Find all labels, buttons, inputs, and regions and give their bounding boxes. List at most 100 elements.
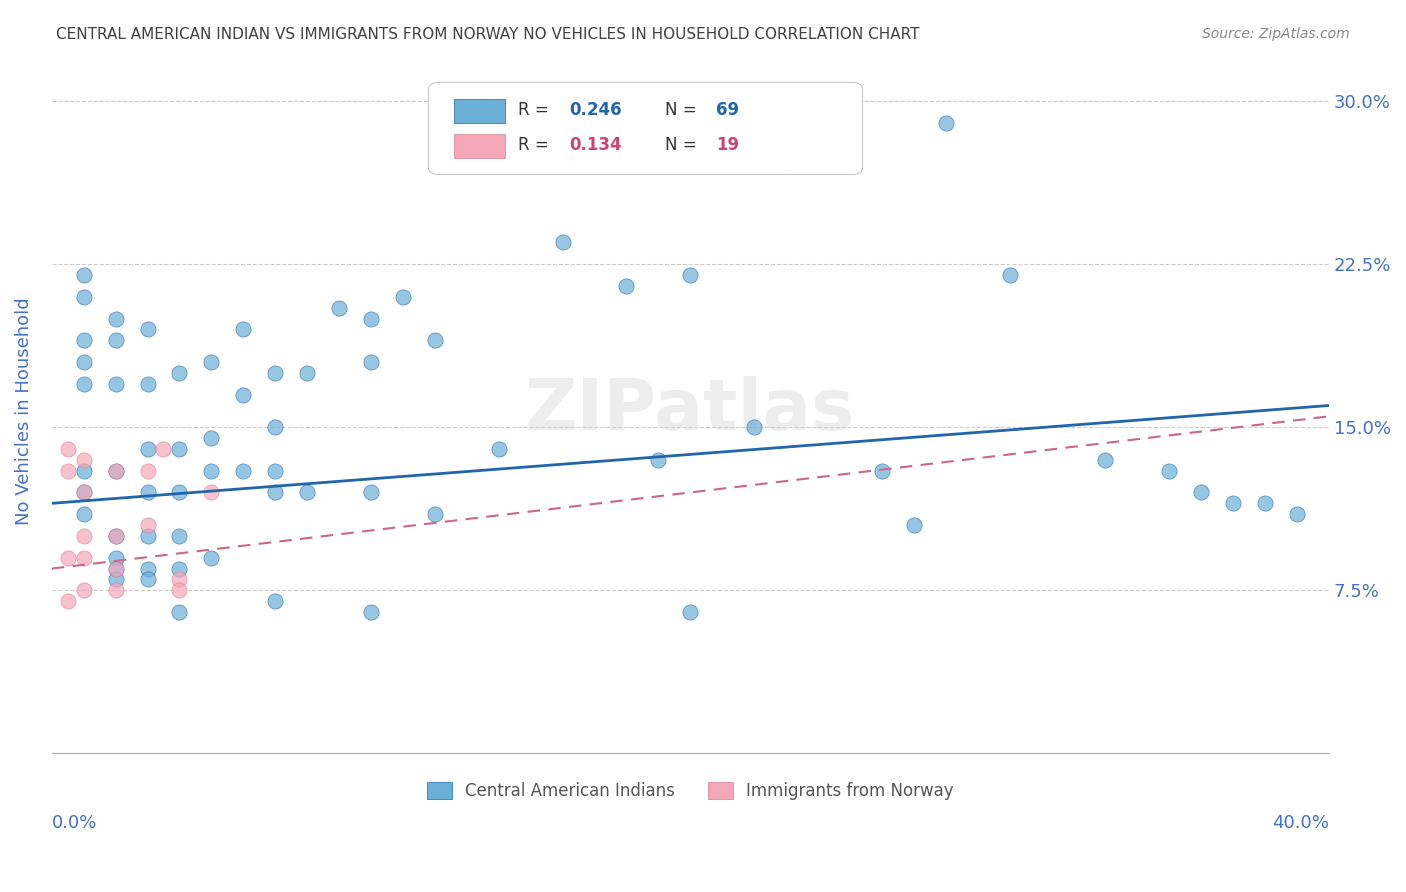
Point <box>136 529 159 543</box>
Point <box>73 333 96 347</box>
FancyBboxPatch shape <box>429 82 863 175</box>
Point <box>73 485 96 500</box>
Point <box>1094 453 1116 467</box>
Point <box>1285 507 1308 521</box>
Point <box>295 366 318 380</box>
Text: R =: R = <box>517 136 554 154</box>
Point <box>152 442 174 456</box>
Point <box>104 561 127 575</box>
Point <box>136 464 159 478</box>
Point <box>73 376 96 391</box>
Point <box>169 485 191 500</box>
Point <box>328 301 350 315</box>
Point <box>264 366 287 380</box>
Point <box>360 355 382 369</box>
Point <box>169 605 191 619</box>
Point <box>56 550 79 565</box>
Point <box>136 442 159 456</box>
Point <box>264 420 287 434</box>
Point <box>73 290 96 304</box>
Point <box>232 387 254 401</box>
Point <box>775 159 797 173</box>
Point <box>200 431 222 445</box>
Point <box>360 605 382 619</box>
Point <box>998 268 1021 282</box>
Text: 0.134: 0.134 <box>569 136 621 154</box>
Point <box>360 311 382 326</box>
Point <box>1222 496 1244 510</box>
Point <box>136 376 159 391</box>
Point <box>551 235 574 250</box>
Point <box>616 279 638 293</box>
Point <box>73 507 96 521</box>
Text: ZIPatlas: ZIPatlas <box>526 376 855 445</box>
Text: CENTRAL AMERICAN INDIAN VS IMMIGRANTS FROM NORWAY NO VEHICLES IN HOUSEHOLD CORRE: CENTRAL AMERICAN INDIAN VS IMMIGRANTS FR… <box>56 27 920 42</box>
Point <box>488 442 510 456</box>
Point <box>935 116 957 130</box>
Point <box>73 268 96 282</box>
Text: 0.246: 0.246 <box>569 101 621 119</box>
Point <box>104 573 127 587</box>
Point <box>73 453 96 467</box>
Point <box>104 550 127 565</box>
Point <box>232 464 254 478</box>
Point <box>104 464 127 478</box>
Text: 40.0%: 40.0% <box>1272 814 1329 832</box>
Point <box>742 420 765 434</box>
Point <box>232 322 254 336</box>
Point <box>104 311 127 326</box>
Legend: Central American Indians, Immigrants from Norway: Central American Indians, Immigrants fro… <box>420 775 960 806</box>
FancyBboxPatch shape <box>454 134 505 158</box>
Point <box>104 583 127 598</box>
Point <box>73 529 96 543</box>
Text: 0.0%: 0.0% <box>52 814 97 832</box>
Text: 69: 69 <box>716 101 740 119</box>
Point <box>392 290 415 304</box>
Point <box>264 594 287 608</box>
Point <box>136 518 159 533</box>
Point <box>73 550 96 565</box>
Point <box>200 464 222 478</box>
Point <box>423 333 446 347</box>
Point <box>200 355 222 369</box>
Text: R =: R = <box>517 101 554 119</box>
Point <box>647 453 669 467</box>
Point <box>169 573 191 587</box>
Point <box>56 464 79 478</box>
Point <box>73 583 96 598</box>
Point <box>73 355 96 369</box>
Point <box>679 605 702 619</box>
Point <box>200 485 222 500</box>
Point <box>264 485 287 500</box>
Point <box>264 464 287 478</box>
Point <box>679 268 702 282</box>
Point <box>56 442 79 456</box>
Point <box>1189 485 1212 500</box>
Point <box>903 518 925 533</box>
Point <box>169 442 191 456</box>
Point <box>104 464 127 478</box>
Text: Source: ZipAtlas.com: Source: ZipAtlas.com <box>1202 27 1350 41</box>
Point <box>360 485 382 500</box>
Text: N =: N = <box>665 101 702 119</box>
Point <box>136 561 159 575</box>
Point <box>104 529 127 543</box>
Point <box>56 594 79 608</box>
Point <box>1159 464 1181 478</box>
Point <box>104 376 127 391</box>
Point <box>870 464 893 478</box>
Point <box>104 529 127 543</box>
Y-axis label: No Vehicles in Household: No Vehicles in Household <box>15 297 32 524</box>
Point <box>1254 496 1277 510</box>
Point <box>104 333 127 347</box>
Point <box>169 529 191 543</box>
Point <box>169 561 191 575</box>
Point <box>73 464 96 478</box>
Point <box>295 485 318 500</box>
Point <box>423 507 446 521</box>
Point <box>136 322 159 336</box>
Point <box>104 561 127 575</box>
Point <box>169 583 191 598</box>
Point <box>169 366 191 380</box>
Point <box>136 573 159 587</box>
